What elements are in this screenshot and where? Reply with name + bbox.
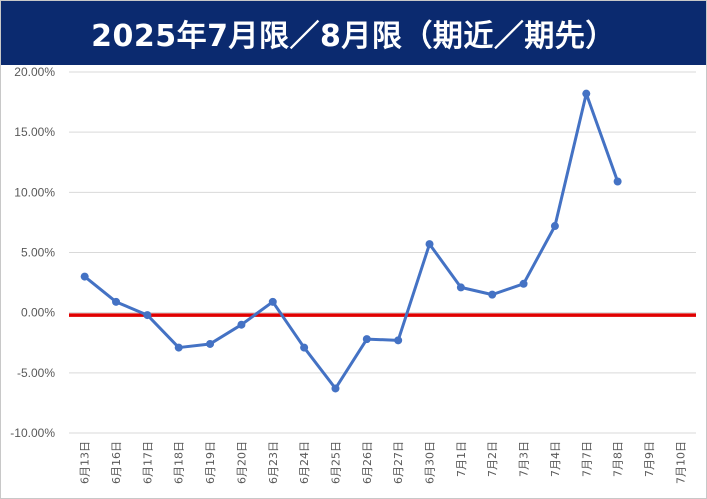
gridlines — [69, 71, 696, 434]
x-tick-label: 7月1日 — [455, 441, 468, 477]
data-point — [206, 339, 215, 348]
x-tick-label: 6月23日 — [267, 441, 280, 484]
y-tick-label: 5.00% — [21, 246, 55, 260]
y-axis-ticks: 20.00% 15.00% 10.00% 5.00% 0.00% -5.00% -10.00… — [10, 65, 55, 440]
x-tick-label: 6月24日 — [298, 441, 311, 484]
x-tick-label: 6月18日 — [173, 441, 186, 484]
x-tick-label: 7月2日 — [486, 441, 499, 477]
data-point — [550, 222, 559, 231]
x-tick-label: 7月9日 — [643, 441, 656, 477]
data-point — [456, 283, 465, 292]
y-tick-label: -5.00% — [17, 366, 55, 380]
data-point — [268, 297, 277, 306]
y-tick-label: 0.00% — [21, 306, 55, 320]
data-point — [174, 343, 183, 352]
data-point — [331, 384, 340, 393]
x-tick-label: 6月26日 — [361, 441, 374, 484]
y-tick-label: -10.00% — [10, 426, 55, 440]
chart-title: 2025年7月限／8月限（期近／期先） — [91, 19, 616, 54]
x-tick-label: 6月19日 — [204, 441, 217, 484]
x-axis-ticks: 6月13日 6月16日 6月17日 6月18日 6月19日 6月20日 6月23日 6月24日… — [79, 441, 688, 484]
data-point — [143, 311, 152, 320]
data-point — [362, 335, 371, 344]
title-bar: 2025年7月限／8月限（期近／期先） — [1, 1, 706, 65]
data-point — [582, 89, 591, 98]
x-tick-label: 7月8日 — [612, 441, 625, 477]
series-line-path — [83, 92, 620, 390]
x-tick-label: 6月13日 — [79, 441, 92, 484]
x-tick-label: 7月7日 — [580, 441, 593, 477]
x-tick-label: 6月16日 — [110, 441, 123, 484]
data-point — [237, 320, 246, 329]
x-tick-label: 6月25日 — [329, 441, 342, 484]
x-tick-label: 7月4日 — [549, 441, 562, 477]
x-tick-label: 6月30日 — [424, 441, 437, 484]
y-tick-label: 20.00% — [14, 65, 55, 79]
y-tick-label: 15.00% — [14, 125, 55, 139]
x-tick-label: 6月20日 — [235, 441, 248, 484]
x-tick-label: 7月10日 — [674, 441, 687, 484]
data-point — [112, 297, 121, 306]
data-point — [488, 290, 497, 299]
series-line — [80, 89, 622, 393]
data-point — [425, 240, 434, 249]
data-point — [519, 279, 528, 288]
data-point — [394, 336, 403, 345]
data-point — [613, 177, 622, 186]
x-tick-label: 7月3日 — [518, 441, 531, 477]
data-point — [300, 343, 309, 352]
data-point — [80, 272, 89, 281]
x-tick-label: 6月27日 — [392, 441, 405, 484]
x-tick-label: 6月17日 — [141, 441, 154, 484]
y-tick-label: 10.00% — [14, 185, 55, 199]
